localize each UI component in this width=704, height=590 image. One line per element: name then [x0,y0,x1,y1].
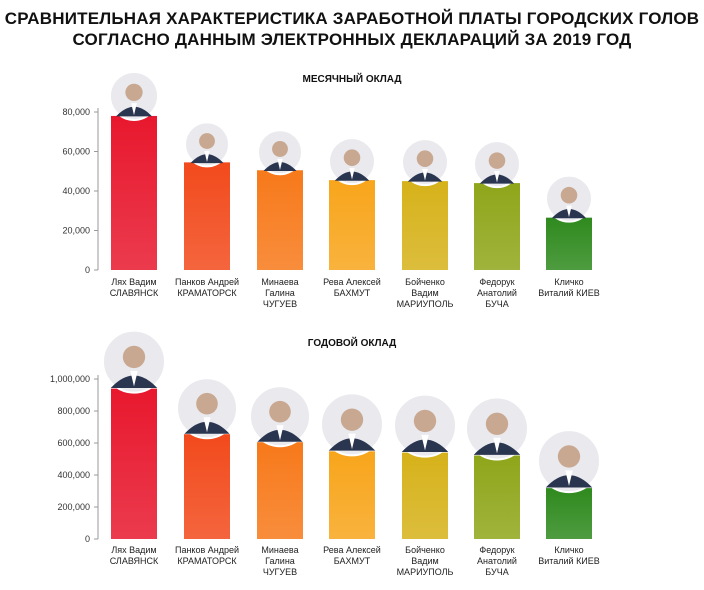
chart-title: ГОДОВОЙ ОКЛАД [308,336,396,349]
category-label: Виталий КИЕВ [538,288,600,298]
y-tick-label: 400,000 [57,470,90,480]
y-tick-label: 200,000 [57,502,90,512]
bar [111,388,157,539]
category-label: Галина [265,288,295,298]
bar [111,115,157,270]
category-label: ЧУГУЕВ [263,299,297,309]
category-label: Виталий КИЕВ [538,556,600,566]
portrait-photo-icon [401,138,449,187]
category-label: КРАМАТОРСК [177,556,237,566]
category-label: Анатолий [477,556,517,566]
category-label: Кличко [554,545,583,555]
bar [257,442,303,539]
bar [402,452,448,539]
category-label: Минаева [261,277,298,287]
portrait-photo-icon [537,429,601,494]
bar [402,181,448,270]
category-label: СЛАВЯНСК [110,556,159,566]
chart-title: МЕСЯЧНЫЙ ОКЛАД [302,72,401,85]
y-tick-label: 0 [85,265,90,275]
bar [257,170,303,270]
portrait-photo-icon [249,385,311,448]
category-label: Рева Алексей [323,545,381,555]
page-title-line-1: СРАВНИТЕЛЬНАЯ ХАРАКТЕРИСТИКА ЗАРАБОТНОЙ … [4,9,700,28]
bar [474,183,520,270]
y-tick-label: 800,000 [57,406,90,416]
portrait-photo-icon [109,70,159,121]
category-label: СЛАВЯНСК [110,288,159,298]
category-label: Панков Андрей [175,545,239,555]
category-label: Панков Андрей [175,277,239,287]
bar [329,180,375,270]
category-label: БАХМУТ [334,556,371,566]
annual-salary-chart: ГОДОВОЙ ОКЛАД 0 200,000 400,000 600,000 800,0… [50,329,601,577]
y-tick-label: 1,000,000 [50,374,90,384]
bar [329,451,375,539]
bar [546,488,592,539]
category-label: Лях Вадим [111,545,156,555]
category-label: Бойченко [405,277,445,287]
portrait-photo-icon [393,393,457,458]
category-label: Минаева [261,545,298,555]
category-label: Лях Вадим [111,277,156,287]
category-label: Рева Алексей [323,277,381,287]
category-label: Вадим [411,556,438,566]
category-label: ЧУГУЕВ [263,567,297,577]
category-label: БУЧА [485,299,508,309]
bar [184,162,230,270]
page-title-line-2: СОГЛАСНО ДАННЫМ ЭЛЕКТРОННЫХ ДЕКЛАРАЦИЙ З… [72,30,632,49]
category-label: Федорук [479,277,514,287]
y-tick-label: 60,000 [62,147,90,157]
bar [184,434,230,539]
bar [474,455,520,539]
portrait-photo-icon [465,396,529,461]
page-title: СРАВНИТЕЛЬНАЯ ХАРАКТЕРИСТИКА ЗАРАБОТНОЙ … [0,8,704,50]
bar [546,217,592,270]
portrait-photo-icon [320,392,384,457]
category-label: КРАМАТОРСК [177,288,237,298]
y-tick-label: 20,000 [62,226,90,236]
y-tick-label: 80,000 [62,107,90,117]
category-label: Галина [265,556,295,566]
category-label: Вадим [411,288,438,298]
category-label: БАХМУТ [334,288,371,298]
category-label: Бойченко [405,545,445,555]
y-tick-label: 40,000 [62,186,90,196]
category-label: МАРИУПОЛЬ [397,567,454,577]
portrait-photo-icon [257,129,303,176]
category-label: Федорук [479,545,514,555]
category-label: Кличко [554,277,583,287]
category-label: Анатолий [477,288,517,298]
portrait-photo-icon [473,140,521,189]
category-label: МАРИУПОЛЬ [397,299,454,309]
category-label: БУЧА [485,567,508,577]
monthly-salary-chart: МЕСЯЧНЫЙ ОКЛАД 0 20,000 40,000 60,000 80,000 Л… [62,70,600,309]
y-tick-label: 600,000 [57,438,90,448]
portrait-photo-icon [545,174,593,223]
portrait-photo-icon [328,137,376,186]
portrait-photo-icon [184,121,230,168]
portrait-photo-icon [102,329,166,394]
portrait-photo-icon [176,377,238,440]
y-tick-label: 0 [85,534,90,544]
